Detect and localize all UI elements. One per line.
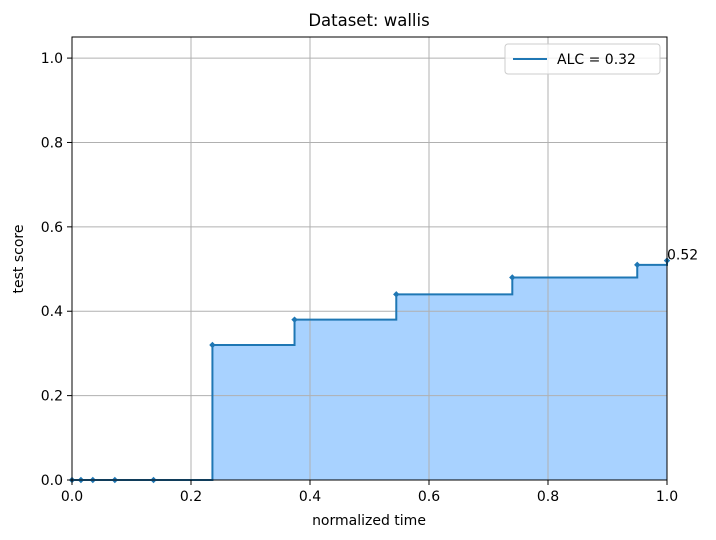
- data-point: [291, 316, 298, 323]
- legend-box: [504, 43, 661, 75]
- y-tick-label: 0.0: [41, 473, 63, 489]
- x-tick-label: 0.2: [180, 489, 202, 505]
- data-label: 0.52: [667, 248, 698, 264]
- plot-frame: [71, 36, 668, 481]
- x-tick-label: 0.4: [299, 489, 321, 505]
- y-axis-label: test score: [11, 225, 27, 294]
- y-tick-label: 1.0: [41, 51, 63, 67]
- x-tick-label: 1.0: [656, 489, 678, 505]
- data-point: [393, 291, 400, 298]
- y-tick-label: 0.2: [41, 389, 63, 405]
- area-fill: [72, 260, 667, 480]
- x-tick-label: 0.0: [61, 489, 83, 505]
- data-point: [634, 261, 641, 269]
- plot-area: 0.0 0.2 0.4 0.6 0.8 1.0 0.0 0.2 0.4 0.6 0.8 1.0 0.52…: [41, 36, 698, 505]
- x-axis-label: normalized time: [312, 513, 426, 529]
- x-tick-label: 0.8: [537, 489, 559, 505]
- x-tick-label: 0.6: [418, 489, 440, 505]
- chart-title: Dataset: wallis: [308, 11, 429, 30]
- y-tick-label: 0.6: [41, 220, 63, 236]
- y-tick-label: 0.8: [41, 135, 63, 151]
- y-tick-label: 0.4: [41, 304, 63, 320]
- data-point: [509, 274, 516, 281]
- legend-label: ALC = 0.32: [557, 52, 636, 68]
- data-point: [209, 341, 216, 349]
